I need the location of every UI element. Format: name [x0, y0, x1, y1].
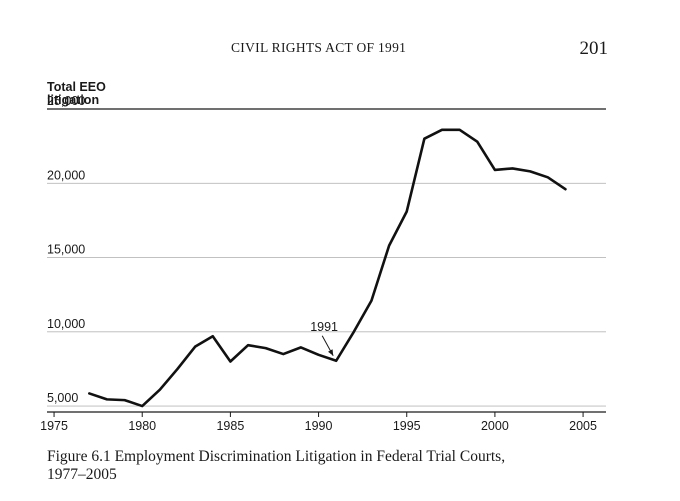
x-tick-label: 1975	[40, 419, 68, 433]
x-tick-label: 1995	[393, 419, 421, 433]
series-points	[89, 130, 565, 406]
figure-caption: Figure 6.1 Employment Discrimination Lit…	[47, 448, 647, 484]
running-title: CIVIL RIGHTS ACT OF 1991	[231, 40, 407, 55]
y-tick-labels: 5,000 10,000 15,000 20,000 25,000	[47, 94, 85, 405]
y-tick-label: 15,000	[47, 243, 85, 257]
series-line	[88, 128, 567, 408]
x-axis: 1975 1980 1985 1990 1995 2000 2005	[40, 411, 606, 433]
caption-line-2: 1977–2005	[47, 466, 117, 483]
x-tick-label: 1985	[216, 419, 244, 433]
annotation-label: 1991	[310, 320, 338, 334]
y-tick-label: 20,000	[47, 168, 85, 182]
x-tick-label: 1990	[305, 419, 333, 433]
x-tick-label: 2000	[481, 419, 509, 433]
x-tick-label: 1980	[128, 419, 156, 433]
x-tick-label: 2005	[569, 419, 597, 433]
y-axis-title-line-2: litigation	[47, 93, 99, 107]
page-number: 201	[579, 38, 609, 59]
y-axis-title-line-1: Total EEO	[47, 80, 106, 94]
annotation-arrowhead	[328, 349, 334, 356]
running-head: CIVIL RIGHTS ACT OF 1991 201	[0, 38, 680, 62]
caption-line-1: Figure 6.1 Employment Discrimination Lit…	[47, 448, 506, 465]
gridlines	[47, 182, 606, 407]
y-tick-label: 5,000	[47, 391, 78, 405]
y-tick-label: 10,000	[47, 317, 85, 331]
y-tick-label: 25,000	[47, 94, 85, 108]
annotations: 1991	[310, 320, 338, 356]
